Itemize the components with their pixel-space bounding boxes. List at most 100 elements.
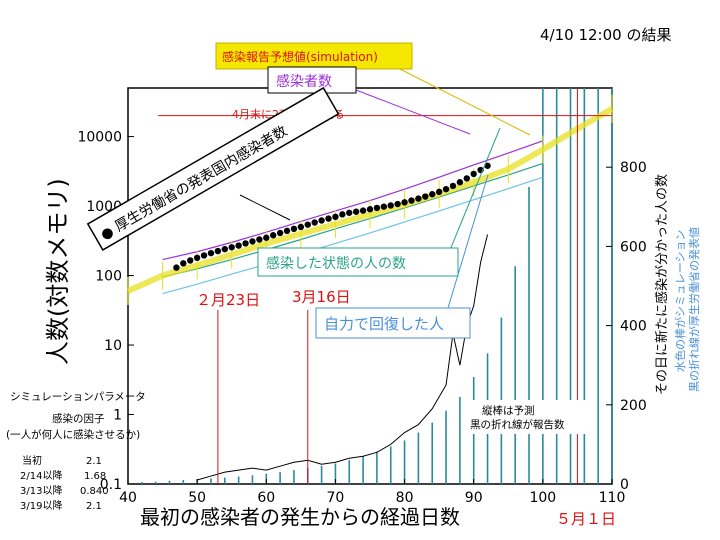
- mhlw-point: [463, 175, 470, 182]
- bar-note-box: [464, 400, 586, 434]
- mhlw-point: [311, 219, 318, 226]
- params-row-label: 2/14以降: [20, 469, 62, 482]
- mhlw-point: [408, 197, 415, 204]
- mhlw-point: [270, 232, 277, 239]
- mhlw-point: [470, 170, 477, 178]
- y-right-tick-label: 200: [620, 398, 647, 414]
- params-row-label: 3/19以降: [20, 499, 62, 512]
- recovered-arrow: [447, 174, 489, 309]
- mhlw-point: [346, 209, 353, 216]
- mhlw-point: [256, 236, 263, 243]
- bar-note-2: 黒の折れ線が報告数: [470, 418, 565, 431]
- sim-label-box: [215, 42, 413, 70]
- mhlw-point: [401, 199, 408, 206]
- state-label-box: [257, 247, 459, 277]
- axis-ticks: 40 50 60 70 80 90 100 1100.11101001000100000200…: [77, 130, 646, 506]
- mhlw-point: [214, 247, 222, 255]
- params-factor-1: 感染の因子: [52, 412, 105, 425]
- mhlw-point: [380, 203, 388, 210]
- series-line: [162, 176, 544, 295]
- mhlw-point: [200, 252, 208, 259]
- right-note-simulation: 水色の棒がシミュレーション: [673, 229, 687, 372]
- mhlw-point: [207, 249, 215, 257]
- y-left-tick-label: 0.1: [100, 477, 122, 493]
- mhlw-point: [422, 193, 429, 200]
- timestamp-label: 4/10 12:00 の結果: [540, 26, 671, 44]
- mhlw-point: [352, 208, 360, 215]
- mhlw-point: [193, 254, 201, 262]
- mhlw-point: [297, 223, 305, 231]
- series-line: [162, 140, 544, 261]
- mhlw-point: [276, 229, 284, 237]
- mhlw-point: [228, 244, 235, 251]
- y-left-tick-label: 10: [104, 338, 122, 354]
- params-row-value: 0.840: [80, 486, 109, 497]
- infected-label-box: [267, 66, 357, 94]
- mhlw-point: [442, 185, 450, 193]
- mhlw-point: [366, 206, 374, 213]
- date-mar16-label: 3月16日: [292, 288, 351, 306]
- sim-arrow: [397, 67, 531, 136]
- params-row-value: 1.68: [84, 471, 106, 482]
- mhlw-label: ● 厚生労働省の発表国内感染者数: [98, 122, 291, 243]
- mhlw-label-box: [86, 86, 340, 251]
- params-factor-2: (一人が何人に感染させるか): [6, 428, 140, 441]
- mhlw-point: [290, 225, 298, 233]
- mhlw-point: [304, 221, 311, 228]
- mhlw-point: [449, 182, 457, 190]
- y-left-tick-label: 1: [113, 408, 122, 424]
- series-line: [162, 162, 544, 278]
- y-left-tick-label: 100: [95, 269, 122, 285]
- x-tick-label: 40: [119, 490, 137, 506]
- x-tick-label: 100: [529, 490, 556, 506]
- mhlw-point: [339, 211, 346, 218]
- params-row-label: 当初: [22, 454, 42, 467]
- right-note-mhlw: 黒の折れ線が厚生労働省の発表値: [687, 227, 701, 392]
- mhlw-point: [180, 260, 187, 267]
- recovered-label: 自力で回復した人: [324, 315, 444, 333]
- mhlw-point: [387, 202, 394, 209]
- infected-arrow: [355, 89, 471, 135]
- x-tick-label: 90: [465, 490, 483, 506]
- annotations: [158, 67, 612, 309]
- x-tick-label: 70: [327, 490, 345, 506]
- date-may1-label: ５月１日: [556, 510, 616, 528]
- daily-reported-line: [197, 234, 489, 481]
- mhlw-point: [263, 234, 270, 241]
- x-tick-label: 110: [599, 490, 626, 506]
- mhlw-point: [394, 200, 401, 208]
- mhlw-point: [332, 213, 339, 221]
- series-lines: [126, 94, 614, 305]
- mhlw-point: [173, 264, 180, 271]
- mhlw-point: [456, 179, 464, 186]
- mhlw-point: [359, 207, 367, 214]
- mhlw-point: [283, 227, 291, 235]
- x-tick-label: 80: [396, 490, 414, 506]
- mhlw-point: [435, 188, 443, 196]
- y-axis-title-right: その日に新たに感染が分かった人の数: [654, 174, 670, 395]
- daily-reported-line: [197, 234, 489, 481]
- y-left-tick-label: 10000: [77, 130, 122, 146]
- mhlw-points: [173, 162, 491, 271]
- bar-note-1: 縦棒は予測: [482, 404, 535, 417]
- mhlw-point: [325, 215, 332, 222]
- mhlw-point: [221, 245, 228, 253]
- y-right-tick-label: 600: [620, 239, 647, 255]
- state-arrow: [449, 127, 501, 251]
- mhlw-point: [373, 204, 381, 212]
- mhlw-point: [187, 257, 194, 264]
- x-tick-label: 60: [257, 490, 275, 506]
- mhlw-point: [415, 195, 422, 202]
- params-row-label: 3/13以降: [20, 484, 62, 497]
- y-right-tick-label: 400: [620, 319, 647, 335]
- params-row-value: 2.1: [86, 501, 102, 512]
- sim-label: 感染報告予想値(simulation): [222, 49, 378, 64]
- x-axis-title: 最初の感染者の発生からの経過日数: [140, 505, 460, 529]
- mhlw-point: [429, 191, 436, 198]
- y-right-tick-label: 0: [620, 477, 629, 493]
- mhlw-point: [235, 242, 242, 249]
- x-tick-label: 50: [188, 490, 206, 506]
- mhlw-point: [318, 217, 325, 224]
- y-axis-title-left: 人数(対数メモリ): [44, 178, 72, 365]
